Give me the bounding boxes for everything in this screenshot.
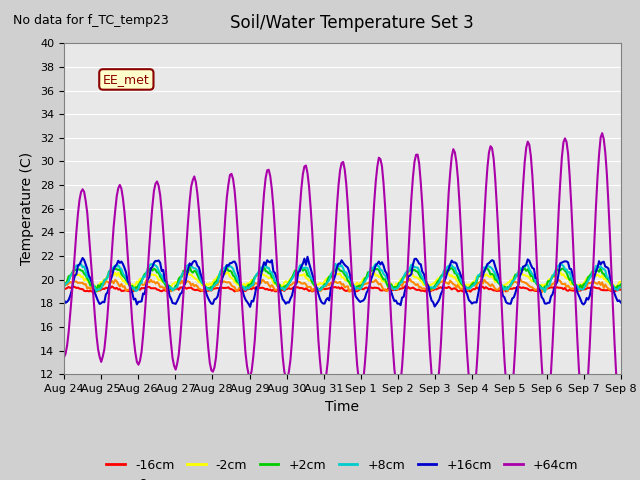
-16cm (226, 286, 234, 292)
+2cm (307, 275, 314, 280)
Line: -16cm: -16cm (64, 286, 621, 292)
+16cm (303, 254, 311, 260)
+8cm (254, 270, 262, 276)
+16cm (129, 290, 136, 296)
+64cm (617, 413, 625, 419)
-2cm (617, 279, 625, 285)
-2cm (60, 279, 68, 285)
+8cm (617, 285, 625, 290)
-8cm (589, 277, 596, 283)
-2cm (228, 275, 236, 281)
-8cm (244, 283, 252, 289)
-16cm (254, 283, 262, 289)
Line: -8cm: -8cm (64, 278, 621, 292)
+16cm (244, 301, 252, 307)
Text: No data for f_TC_temp23: No data for f_TC_temp23 (13, 14, 168, 27)
-16cm (589, 285, 596, 290)
Legend: -16cm, -8cm, -2cm, +2cm, +8cm, +16cm, +64cm: -16cm, -8cm, -2cm, +2cm, +8cm, +16cm, +6… (101, 454, 584, 480)
-2cm (91, 285, 99, 291)
+2cm (93, 288, 100, 294)
-2cm (255, 271, 263, 277)
+16cm (60, 297, 68, 303)
-8cm (303, 284, 311, 290)
+2cm (255, 269, 263, 275)
+64cm (598, 130, 606, 136)
+8cm (372, 261, 380, 267)
+64cm (129, 319, 136, 325)
Line: +64cm: +64cm (64, 133, 621, 416)
-16cm (617, 287, 625, 293)
+2cm (60, 283, 68, 288)
+16cm (255, 282, 263, 288)
-8cm (226, 280, 234, 286)
+8cm (129, 285, 136, 291)
Text: EE_met: EE_met (103, 73, 150, 86)
+8cm (60, 284, 68, 289)
-16cm (305, 288, 313, 294)
+2cm (298, 263, 305, 269)
-2cm (307, 278, 314, 284)
+16cm (617, 300, 625, 305)
Line: +8cm: +8cm (64, 264, 621, 292)
+2cm (617, 282, 625, 288)
X-axis label: Time: Time (325, 400, 360, 414)
-16cm (244, 286, 252, 292)
Text: Soil/Water Temperature Set 3: Soil/Water Temperature Set 3 (230, 14, 474, 33)
Line: -2cm: -2cm (64, 271, 621, 288)
+2cm (589, 268, 596, 274)
+2cm (246, 282, 254, 288)
Line: +16cm: +16cm (64, 257, 621, 307)
-8cm (516, 276, 524, 281)
-8cm (617, 284, 625, 290)
-16cm (426, 289, 434, 295)
+8cm (244, 286, 252, 291)
-2cm (589, 275, 596, 281)
Y-axis label: Temperature (C): Temperature (C) (20, 152, 35, 265)
+16cm (246, 304, 254, 310)
+8cm (303, 265, 311, 271)
+16cm (226, 260, 234, 266)
-16cm (255, 285, 263, 291)
-2cm (257, 268, 265, 274)
-8cm (538, 289, 545, 295)
-2cm (130, 283, 138, 289)
-2cm (246, 279, 254, 285)
+8cm (226, 263, 234, 269)
+64cm (586, 342, 594, 348)
+64cm (244, 372, 252, 377)
+16cm (307, 265, 314, 271)
+2cm (228, 269, 236, 275)
Line: +2cm: +2cm (64, 266, 621, 291)
-16cm (60, 286, 68, 292)
+64cm (60, 354, 68, 360)
-8cm (129, 288, 136, 293)
+8cm (541, 289, 548, 295)
+2cm (130, 287, 138, 292)
+64cm (303, 170, 311, 176)
-16cm (129, 289, 136, 295)
+64cm (254, 288, 262, 294)
+16cm (589, 279, 596, 285)
+8cm (589, 268, 596, 274)
-8cm (60, 283, 68, 289)
+64cm (226, 172, 234, 178)
-8cm (254, 281, 262, 287)
